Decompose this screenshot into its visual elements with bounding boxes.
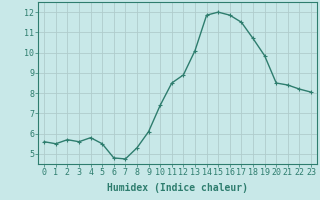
X-axis label: Humidex (Indice chaleur): Humidex (Indice chaleur) (107, 183, 248, 193)
